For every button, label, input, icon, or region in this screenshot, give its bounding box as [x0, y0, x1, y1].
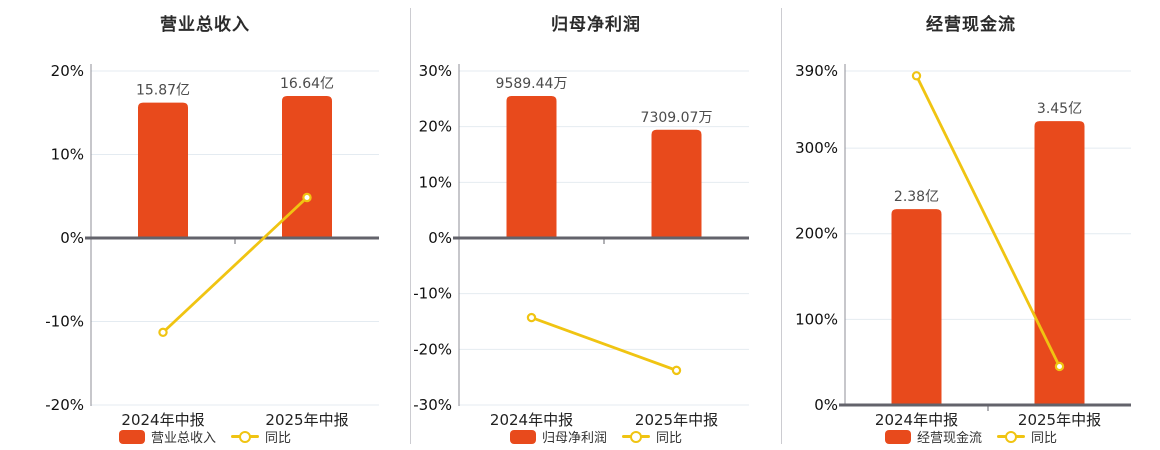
- legend-label-bar-series: 营业总收入: [150, 431, 216, 446]
- bar-0[interactable]: [138, 102, 188, 239]
- legend-label-bar-series: 经营现金流: [916, 431, 982, 446]
- chart-plot-operating-cash-flow: 390% 300% 200% 100% 0% 2.38亿 3.45亿 2024年中报 2025年…: [795, 62, 1131, 429]
- bar-series-swatch-icon: [118, 429, 145, 444]
- panel-divider: [781, 8, 782, 444]
- y-axis-tick-label: 100%: [795, 310, 838, 328]
- y-axis-tick-label: 10%: [51, 146, 84, 164]
- legend-label-line-series: 同比: [656, 431, 683, 446]
- bar-0[interactable]: [506, 96, 557, 238]
- bar-value-label: 15.87亿: [136, 83, 190, 99]
- chart-title-net-profit: 归母净利润: [551, 15, 641, 35]
- y-axis-tick-label: 20%: [51, 62, 84, 80]
- y-axis-tick-label: 0%: [60, 229, 84, 247]
- legend-item-bar-series[interactable]: 归母净利润: [509, 427, 607, 446]
- bar-value-label: 9589.44万: [496, 76, 568, 92]
- legend-label-bar-series: 归母净利润: [541, 431, 607, 446]
- bar-value-label: 3.45亿: [1037, 101, 1082, 117]
- bar-value-label: 16.64亿: [280, 76, 334, 92]
- bar-0[interactable]: [891, 209, 942, 405]
- legend-item-line-series[interactable]: 同比: [231, 427, 291, 446]
- y-axis-tick-label: -20%: [45, 396, 84, 414]
- category-label: 2025年中报: [265, 411, 348, 429]
- y-axis-tick-label: 20%: [419, 118, 452, 136]
- yoy-line-marker[interactable]: [526, 312, 537, 323]
- bar-1[interactable]: [651, 129, 702, 238]
- bar-1[interactable]: [1034, 121, 1085, 405]
- y-axis-tick-label: 390%: [795, 62, 838, 80]
- bar-series-swatch-icon: [884, 429, 911, 444]
- legend-label-line-series: 同比: [265, 431, 292, 446]
- yoy-line-marker[interactable]: [1054, 361, 1065, 372]
- bar-series-swatch-icon: [509, 429, 536, 444]
- yoy-line-marker[interactable]: [302, 192, 312, 203]
- chart-plot-total-revenue: 20% 10% 0% -10% -20% 15.87亿 16.64亿 2024年中报 2025年…: [45, 62, 379, 429]
- yoy-line-path: [915, 75, 1061, 368]
- legend-label-line-series: 同比: [1031, 431, 1058, 446]
- category-label: 2024年中报: [490, 411, 573, 429]
- yoy-line-marker[interactable]: [911, 71, 922, 81]
- bar-value-label: 7309.07万: [641, 110, 713, 126]
- panel-divider: [410, 8, 411, 444]
- y-axis-tick-label: 0%: [428, 229, 452, 247]
- y-axis-tick-label: 30%: [419, 62, 452, 80]
- y-axis-tick-label: -20%: [413, 340, 452, 358]
- category-label: 2025年中报: [1018, 411, 1101, 429]
- legend-item-line-series[interactable]: 同比: [997, 427, 1057, 446]
- panel-operating-cash-flow: 经营现金流 390% 300% 200% 100% 0% 2.38亿 3.45亿 2024年中…: [782, 0, 1160, 450]
- line-series-marker-icon: [231, 430, 259, 444]
- chart-legend: 营业总收入 同比: [0, 427, 410, 446]
- line-series-marker-icon: [622, 430, 650, 444]
- chart-legend: 归母净利润 同比: [411, 427, 781, 446]
- chart-title-total-revenue: 营业总收入: [160, 15, 250, 35]
- y-axis-tick-label: 0%: [814, 396, 838, 414]
- chart-legend: 经营现金流 同比: [782, 427, 1160, 446]
- chart-plot-net-profit: 30% 20% 10% 0% -10% -20% -30% 9589.44万 7309.07万 2…: [413, 62, 749, 429]
- y-axis-tick-label: 10%: [419, 173, 452, 191]
- yoy-line-path: [531, 316, 677, 372]
- line-series-marker-icon: [997, 430, 1025, 444]
- y-axis-tick-label: 200%: [795, 225, 838, 243]
- legend-item-bar-series[interactable]: 营业总收入: [118, 427, 216, 446]
- chart-title-operating-cash-flow: 经营现金流: [926, 15, 1016, 35]
- yoy-line-path: [162, 196, 308, 334]
- bar-value-label: 2.38亿: [894, 189, 939, 205]
- category-label: 2024年中报: [121, 411, 204, 429]
- legend-item-line-series[interactable]: 同比: [622, 427, 682, 446]
- yoy-line-marker[interactable]: [158, 327, 168, 338]
- category-label: 2025年中报: [635, 411, 718, 429]
- y-axis-tick-label: -30%: [413, 396, 452, 414]
- panel-net-profit: 归母净利润 30% 20% 10% 0% -10% -20% -30% 9589.44万 730…: [411, 0, 781, 450]
- y-axis-tick-label: -10%: [45, 313, 84, 331]
- yoy-line-marker[interactable]: [671, 365, 682, 376]
- bar-1[interactable]: [282, 96, 332, 238]
- y-axis-tick-label: -10%: [413, 285, 452, 303]
- legend-item-bar-series[interactable]: 经营现金流: [884, 427, 982, 446]
- panel-total-revenue: 营业总收入 20% 10% 0% -10% -20% 15.87亿 16.64亿 2024年中…: [0, 0, 410, 450]
- category-label: 2024年中报: [875, 411, 958, 429]
- y-axis-tick-label: 300%: [795, 139, 838, 157]
